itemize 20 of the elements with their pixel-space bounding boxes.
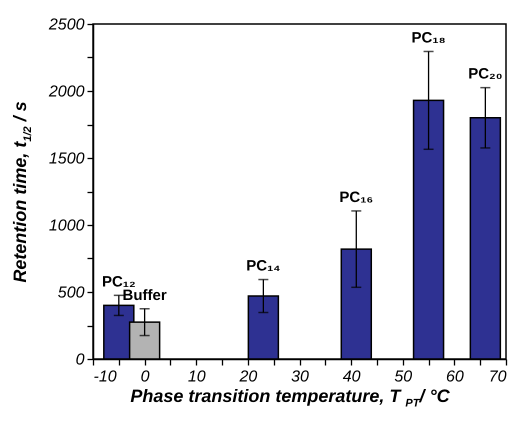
x-tick-label: 60	[446, 368, 464, 386]
annotation: PC₂₀	[468, 66, 502, 83]
y-tick-label: 2000	[48, 84, 85, 100]
x-tick-label: 20	[238, 368, 258, 386]
x-tick-label: 40	[342, 368, 361, 386]
x-tick-label: 0	[140, 368, 150, 386]
annotation: PC₁₄	[246, 258, 280, 275]
y-tick-label: 2500	[48, 16, 85, 34]
y-tick-label: 1000	[48, 218, 85, 234]
annotation: PC₁₈	[412, 29, 446, 46]
x-tick-label: 70	[488, 368, 507, 386]
x-tick-label: -10	[94, 368, 117, 386]
x-tick-label: 10	[188, 368, 206, 386]
annotation: PC₁₆	[339, 188, 374, 206]
x-tick-label: 30	[291, 368, 309, 386]
y-tick-label: 0	[76, 352, 85, 368]
x-axis-title: Phase transition temperature, T $_{PT}$/ °C	[129, 386, 451, 410]
y-tick-label: 500	[58, 284, 85, 302]
x-tick-label: 50	[394, 368, 412, 386]
y-tick-label: 1500	[48, 150, 85, 168]
